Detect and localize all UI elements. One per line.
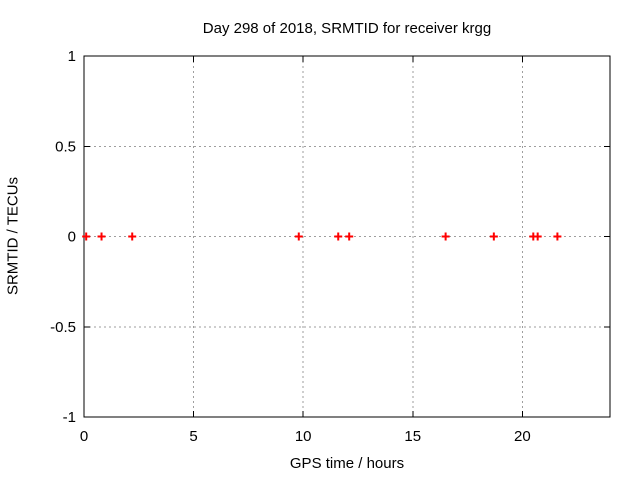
x-tick-label: 15 — [404, 428, 421, 445]
data-point-marker — [489, 232, 498, 241]
y-tick-label: -1 — [63, 409, 76, 426]
y-tick-label: -0.5 — [50, 319, 76, 336]
chart-title: Day 298 of 2018, SRMTID for receiver krg… — [202, 20, 492, 37]
y-tick-label: 1 — [68, 48, 76, 65]
y-tick-label: 0.5 — [55, 138, 76, 155]
data-point-marker — [128, 232, 137, 241]
x-tick-label: 0 — [80, 428, 88, 445]
data-point-marker — [82, 232, 91, 241]
data-point-marker — [334, 232, 343, 241]
x-tick-label: 10 — [295, 428, 312, 445]
x-axis-label: GPS time / hours — [289, 455, 405, 472]
data-point-marker — [553, 232, 562, 241]
y-tick-label: 0 — [68, 229, 76, 246]
x-tick-label: 20 — [514, 428, 531, 445]
data-point-marker — [294, 232, 303, 241]
data-point-marker — [533, 232, 542, 241]
data-point-marker — [97, 232, 106, 241]
data-point-marker — [345, 232, 354, 241]
x-tick-label: 5 — [189, 428, 197, 445]
data-point-marker — [441, 232, 450, 241]
